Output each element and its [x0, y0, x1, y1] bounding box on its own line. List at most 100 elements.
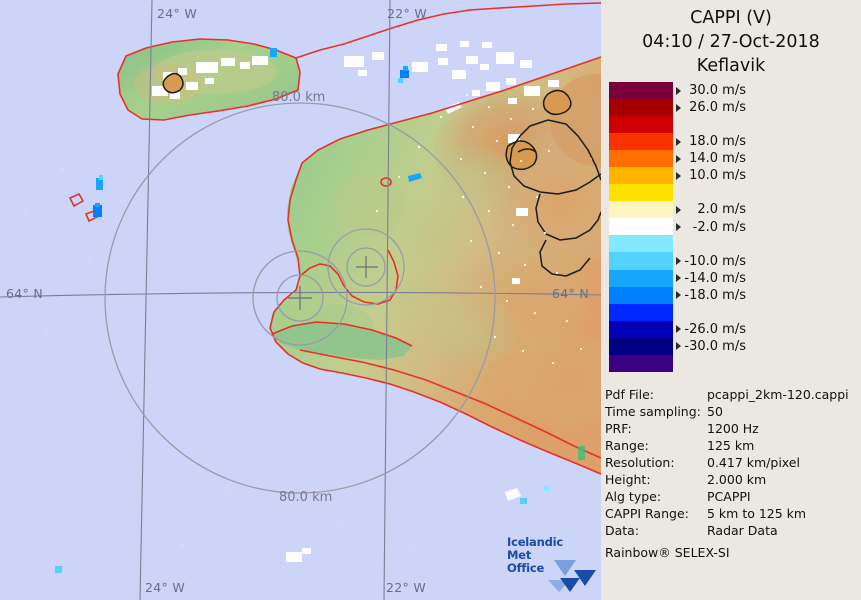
- color-scale-tick-label: -10.0 m/s: [684, 253, 746, 269]
- metadata-value: 2.000 km: [707, 472, 767, 487]
- color-scale-band: [609, 235, 673, 253]
- color-scale-tick: 18.0 m/s: [676, 134, 856, 150]
- metadata-row: Pdf File: pcappi_2km-120.cappi: [605, 386, 861, 403]
- metadata-value: 0.417 km/pixel: [707, 455, 800, 470]
- radar-site-name: Keflavik: [696, 56, 766, 76]
- tick-arrow-icon: [676, 154, 681, 163]
- color-scale-tick: 2.0 m/s: [676, 202, 856, 217]
- metadata-value: pcappi_2km-120.cappi: [707, 387, 849, 402]
- metadata-key: Range:: [605, 438, 649, 453]
- icelandic-met-office-logo: Icelandic Met Office: [504, 534, 600, 594]
- product-name: CAPPI (V): [690, 8, 772, 28]
- color-scale-band: [609, 184, 673, 202]
- color-scale-band: [609, 116, 673, 134]
- color-scale-band: [609, 320, 673, 338]
- tick-arrow-icon: [676, 171, 681, 180]
- sea-speckles: [24, 168, 412, 548]
- metadata-value: PCAPPI: [707, 489, 751, 504]
- metadata-rows: Pdf File: pcappi_2km-120.cappi Time sampli…: [605, 386, 861, 539]
- color-scale-band: [609, 82, 673, 100]
- radar-site-markers: [288, 256, 378, 310]
- tick-arrow-icon: [676, 103, 681, 112]
- vendor-brand: Rainbow® SELEX-SI: [605, 545, 730, 560]
- metadata-key: Resolution:: [605, 455, 675, 470]
- color-scale-tick: 14.0 m/s: [676, 151, 856, 167]
- product-timestamp: 04:10 / 27-Oct-2018: [642, 32, 820, 52]
- color-scale-band: [609, 337, 673, 355]
- radar-echo-cells: [55, 48, 585, 573]
- color-scale-tick-label: -30.0 m/s: [684, 338, 746, 354]
- metadata-row: Time sampling: 50: [605, 403, 861, 420]
- tick-arrow-icon: [676, 86, 681, 95]
- metadata-key: Alg type:: [605, 489, 662, 504]
- color-scale-legend: 30.0 m/s 26.0 m/s 18.0 m/s 14.0 m/s 10.0 m/s…: [609, 82, 861, 372]
- metadata-value: 50: [707, 404, 723, 419]
- color-scale-tick: -14.0 m/s: [676, 270, 856, 286]
- color-scale-band: [609, 218, 673, 236]
- color-scale-tick: -18.0 m/s: [676, 287, 856, 303]
- highland-orange-speckles: [566, 118, 592, 160]
- color-scale-band: [609, 167, 673, 185]
- metadata-key: PRF:: [605, 421, 632, 436]
- metadata-key: Height:: [605, 472, 651, 487]
- tick-arrow-icon: [676, 325, 681, 334]
- radar-map-canvas[interactable]: [0, 0, 601, 600]
- inland-feature-outlines: [162, 72, 601, 277]
- color-scale-band: [609, 286, 673, 304]
- color-scale-band: [609, 99, 673, 117]
- color-scale-band: [609, 252, 673, 270]
- color-scale-tick-label: 26.0 m/s: [689, 100, 746, 116]
- tick-arrow-icon: [676, 342, 681, 351]
- product-title-block: CAPPI (V) 04:10 / 27-Oct-2018 Keflavik: [601, 0, 861, 78]
- metadata-value: 1200 Hz: [707, 421, 759, 436]
- color-scale-tick-label: 14.0 m/s: [689, 151, 746, 167]
- logo-arrow-icon: [548, 560, 596, 592]
- range-rings: [104, 102, 496, 494]
- metadata-key: Pdf File:: [605, 387, 654, 402]
- color-scale-tick-label: -2.0 m/s: [692, 219, 746, 235]
- terrain-layer: [118, 39, 601, 474]
- tick-arrow-icon: [676, 223, 681, 231]
- metadata-value: 5 km to 125 km: [707, 506, 807, 521]
- color-scale-tick: 26.0 m/s: [676, 100, 856, 116]
- radar-map-panel[interactable]: 24° W 22° W 24° W 22° W 64° N 64° N 80.0…: [0, 0, 601, 600]
- color-scale-tick: 10.0 m/s: [676, 168, 856, 184]
- color-scale-band: [609, 201, 673, 219]
- logo-text: Icelandic Met Office: [507, 536, 573, 575]
- color-scale-tick-label: 18.0 m/s: [689, 134, 746, 150]
- metadata-key: Data:: [605, 523, 640, 538]
- info-panel: CAPPI (V) 04:10 / 27-Oct-2018 Keflavik 3…: [601, 0, 861, 600]
- metadata-row: Height: 2.000 km: [605, 471, 861, 488]
- metadata-value: 125 km: [707, 438, 755, 453]
- tick-arrow-icon: [676, 257, 681, 266]
- metadata-block: Pdf File: pcappi_2km-120.cappi Time sampli…: [605, 386, 861, 560]
- logo-text-line2: Office: [507, 561, 545, 575]
- color-scale-tick: -2.0 m/s: [676, 219, 856, 235]
- metadata-value: Radar Data: [707, 523, 778, 538]
- metadata-row: Alg type: PCAPPI: [605, 488, 861, 505]
- landmass-reykjanes: [272, 322, 412, 360]
- metadata-row: CAPPI Range: 5 km to 125 km: [605, 505, 861, 522]
- tick-arrow-icon: [676, 291, 681, 300]
- color-scale-band: [609, 354, 673, 372]
- color-scale-band: [609, 133, 673, 151]
- tick-arrow-icon: [676, 137, 681, 146]
- metadata-row: Data: Radar Data: [605, 522, 861, 539]
- color-scale-tick-label: -26.0 m/s: [684, 321, 746, 337]
- color-scale-bar: [609, 82, 673, 372]
- color-scale-band: [609, 303, 673, 321]
- tick-arrow-icon: [676, 274, 681, 283]
- color-scale-tick-label: 10.0 m/s: [689, 168, 746, 184]
- tick-arrow-icon: [676, 205, 681, 214]
- color-scale-tick-label: 30.0 m/s: [689, 83, 746, 99]
- color-scale-tick-label: -14.0 m/s: [684, 270, 746, 286]
- logo-text-line1: Icelandic Met: [507, 535, 563, 562]
- highland-speckles: [376, 94, 582, 364]
- color-scale-tick-label: -18.0 m/s: [684, 287, 746, 303]
- color-scale-band: [609, 269, 673, 287]
- color-scale-tick: 30.0 m/s: [676, 83, 856, 99]
- color-scale-tick: -10.0 m/s: [676, 253, 856, 269]
- metadata-key: Time sampling:: [605, 404, 701, 419]
- color-scale-tick: -26.0 m/s: [676, 321, 856, 337]
